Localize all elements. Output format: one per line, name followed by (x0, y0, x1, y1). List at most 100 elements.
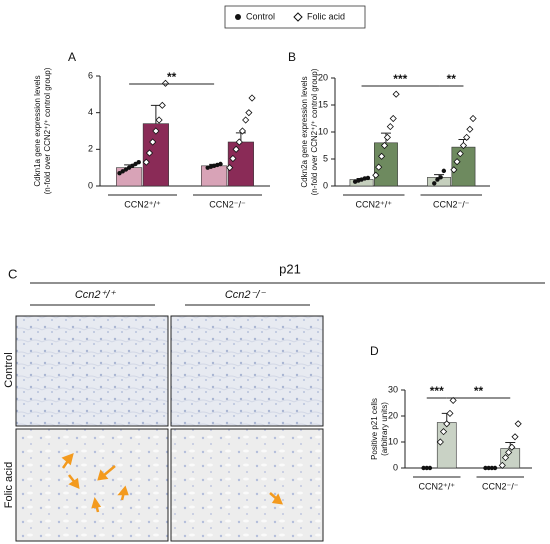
data-point (226, 164, 234, 172)
data-point (235, 138, 243, 146)
data-point (489, 465, 495, 471)
significance-label: *** (430, 384, 444, 398)
y-axis-label: Positive p21 cells (370, 398, 379, 460)
data-point (123, 167, 129, 172)
data-point (232, 145, 240, 153)
significance-label: ** (447, 72, 457, 86)
significance-label: ** (474, 384, 484, 398)
bar (374, 142, 398, 187)
data-point (242, 116, 250, 124)
legend-marker (235, 14, 241, 20)
significance-label: *** (393, 72, 407, 86)
y-axis-label: Cdkn1a gene expression levels (33, 75, 42, 186)
panel-letter: D (370, 344, 379, 358)
y-tick-label: 10 (388, 436, 398, 446)
data-point (145, 149, 154, 157)
micrograph-image (15, 428, 169, 542)
data-point (117, 170, 122, 176)
data-point (466, 125, 474, 133)
data-point (511, 433, 519, 441)
data-point (161, 79, 170, 87)
panel-letter: B (288, 50, 296, 64)
x-tick-label: CCN2⁺/⁺ (124, 199, 161, 209)
data-point (386, 123, 394, 131)
data-point (383, 133, 391, 141)
data-point (380, 141, 389, 150)
y-axis-label: (n-fold over CCN2⁺/⁺ control group) (43, 67, 52, 194)
data-point (456, 150, 464, 158)
data-point (501, 454, 510, 462)
x-tick-label: CCN2⁻/⁻ (209, 199, 246, 209)
data-point (158, 101, 166, 109)
data-point (427, 465, 433, 471)
legend: Control Folic acid (224, 5, 366, 29)
y-axis-label: (n-fold over CCN2⁺/⁺ control group) (310, 68, 319, 195)
significance-label: ** (167, 70, 177, 84)
data-point (508, 443, 516, 451)
data-point (120, 169, 125, 174)
y-tick-label: 0 (393, 462, 398, 472)
y-tick-label: 10 (318, 126, 328, 136)
micrograph-image (15, 315, 169, 427)
data-point (441, 168, 447, 174)
legend-label: Folic acid (307, 11, 345, 21)
row-label: Folic acid (3, 462, 15, 508)
y-tick-label: 20 (318, 72, 328, 82)
data-point (438, 175, 443, 180)
panel-letter: A (68, 50, 76, 64)
data-point (245, 109, 253, 117)
micrograph-image (170, 428, 324, 542)
data-point (459, 141, 468, 150)
data-point (218, 161, 223, 167)
data-point (439, 428, 448, 436)
legend-marker (293, 12, 303, 22)
y-tick-label: 2 (88, 144, 93, 154)
data-point (133, 161, 138, 167)
data-point (155, 116, 163, 124)
data-point (392, 90, 400, 98)
data-point (152, 127, 160, 135)
legend-box (224, 5, 366, 29)
data-point (372, 171, 380, 179)
data-point (378, 152, 386, 160)
data-point (432, 181, 437, 186)
data-point (142, 158, 150, 166)
data-point (126, 165, 132, 170)
y-tick-label: 0 (323, 180, 328, 190)
data-point (238, 127, 247, 135)
data-point (149, 138, 157, 146)
column-label: Ccn2⁻/⁻ (225, 289, 267, 301)
x-tick-label: CCN2⁺/⁺ (355, 199, 392, 209)
column-label: Ccn2⁺/⁺ (75, 289, 117, 301)
data-point (498, 461, 506, 469)
data-point (421, 465, 426, 471)
micrograph: C p21 Ccn2⁺/⁺ Ccn2⁻/⁻ Control Folic acid (3, 261, 545, 542)
bar (227, 141, 254, 187)
data-point (436, 438, 444, 446)
data-point (450, 166, 458, 174)
data-point (492, 465, 498, 471)
data-point (486, 465, 491, 471)
data-point (469, 114, 477, 123)
legend-label: Control (246, 11, 275, 21)
data-point (229, 154, 237, 163)
data-point (375, 163, 383, 171)
data-point (130, 163, 135, 169)
data-point (463, 133, 471, 141)
data-point (365, 175, 371, 181)
data-point (453, 158, 461, 166)
data-point (389, 114, 397, 123)
data-point (435, 177, 440, 182)
y-tick-label: 30 (388, 384, 398, 394)
data-point (483, 465, 488, 471)
y-tick-label: 5 (323, 153, 328, 163)
x-tick-label: CCN2⁻/⁻ (433, 199, 470, 209)
y-tick-label: 20 (388, 410, 398, 420)
data-point (248, 94, 256, 102)
data-point (514, 420, 522, 428)
x-tick-label: CCN2⁻/⁻ (482, 481, 519, 491)
arrows (61, 452, 284, 513)
